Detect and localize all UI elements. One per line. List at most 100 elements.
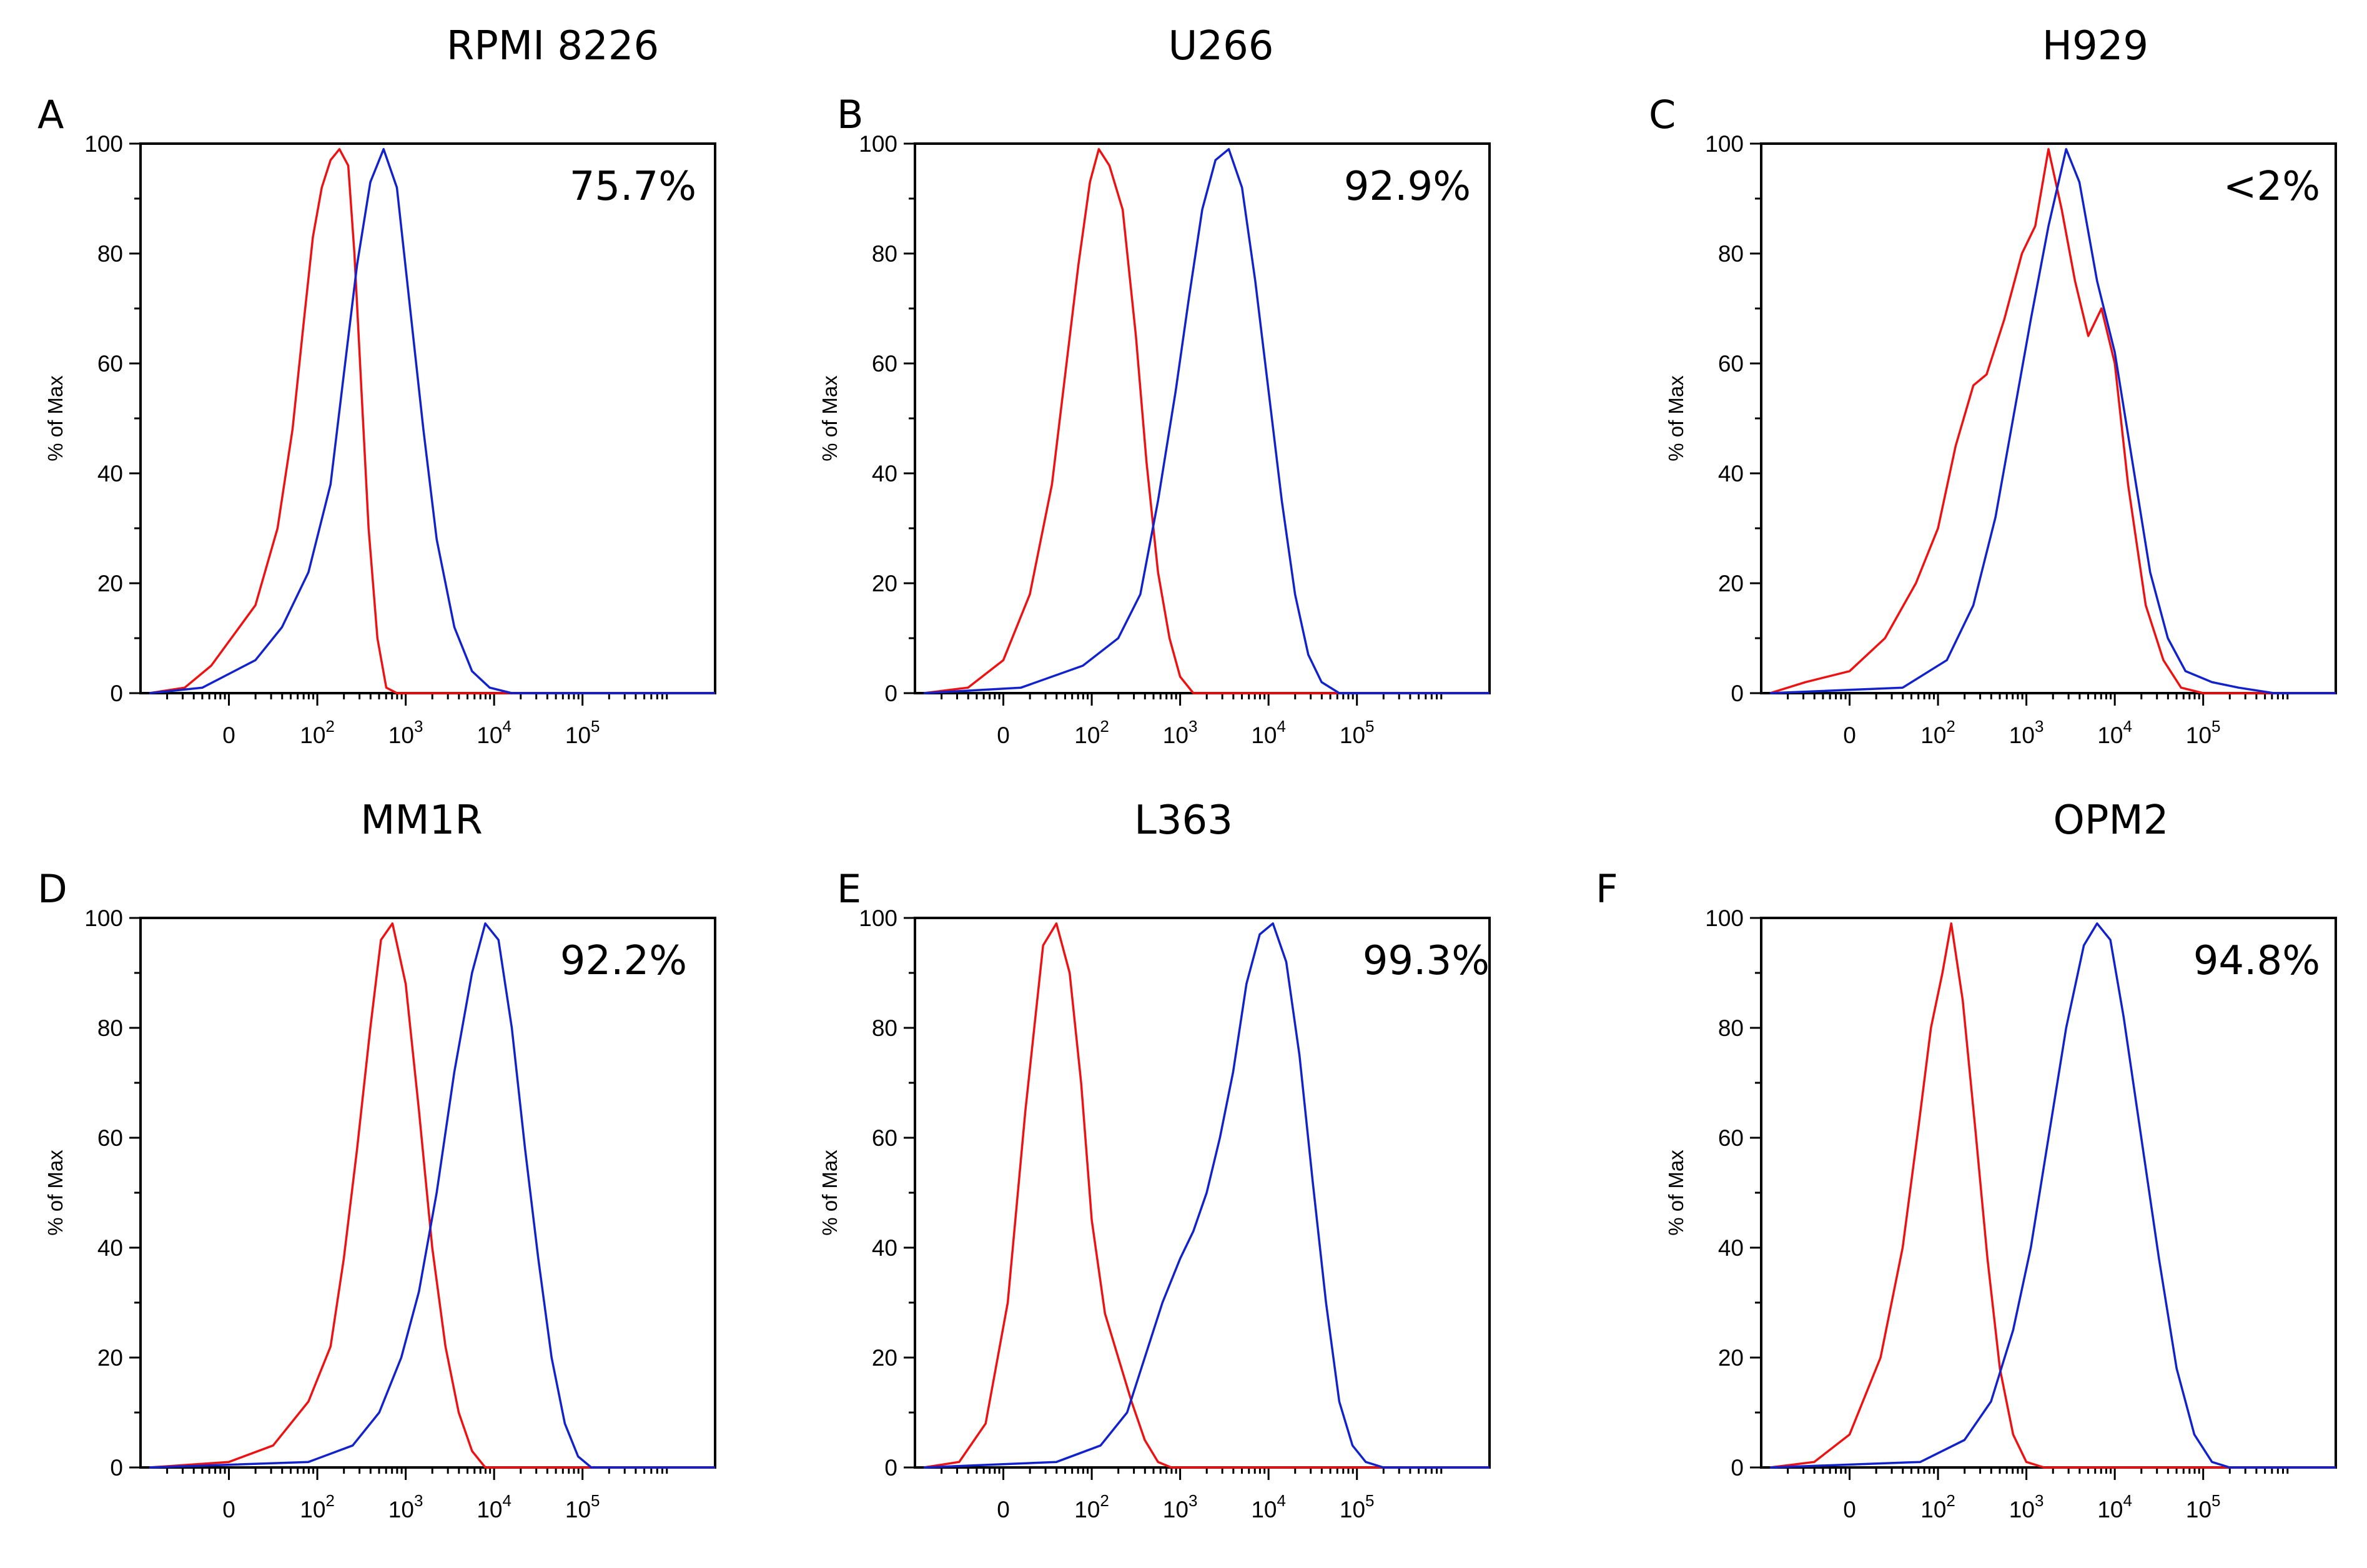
y-tick-label: 20 bbox=[872, 1345, 897, 1371]
y-tick-label: 40 bbox=[1718, 1235, 1744, 1261]
histogram-curve-red bbox=[923, 922, 1490, 1469]
histogram-plot: 0 20 40 60 80 100 % of Max 0 102 103 104 105 bbox=[818, 131, 1491, 748]
x-tick-label: 102 bbox=[300, 1491, 335, 1522]
percent-positive-label: 75.7% bbox=[570, 164, 696, 210]
x-tick-label: 103 bbox=[2009, 717, 2044, 748]
panel-d: MM1R D 0 20 40 60 80 100 % of Max 0 102 103 104 105… bbox=[37, 797, 716, 1522]
y-tick-label: 100 bbox=[1705, 905, 1744, 931]
panel-c: H929 C 0 20 40 60 80 100 % of Max 0 102 103 104 105… bbox=[1649, 23, 2337, 748]
histogram-curve-blue bbox=[924, 922, 1490, 1469]
plot-frame bbox=[914, 917, 1491, 1469]
x-tick-label: 105 bbox=[565, 1491, 600, 1522]
y-tick-label: 20 bbox=[97, 571, 123, 596]
x-tick-exponent: 3 bbox=[1188, 1491, 1197, 1510]
cell-line-title: U266 bbox=[1169, 23, 1274, 69]
x-tick-label: 105 bbox=[2186, 1491, 2221, 1522]
y-axis-label: % of Max bbox=[44, 375, 67, 461]
x-tick-label: 102 bbox=[300, 717, 335, 748]
y-tick-label: 60 bbox=[1718, 351, 1744, 377]
x-tick-label: 104 bbox=[477, 1491, 511, 1522]
plot-frame bbox=[139, 142, 716, 694]
histogram-curve-blue bbox=[1770, 148, 2336, 694]
histogram-curve-red bbox=[923, 148, 1490, 694]
y-tick-label: 20 bbox=[872, 571, 897, 596]
x-tick-exponent: 5 bbox=[2211, 1491, 2220, 1510]
x-tick-label: 104 bbox=[2097, 1491, 2132, 1522]
x-tick-label: 102 bbox=[1074, 1491, 1109, 1522]
x-tick-exponent: 4 bbox=[2123, 717, 2132, 736]
x-tick-exponent: 4 bbox=[1277, 1491, 1285, 1510]
y-tick-label: 60 bbox=[97, 351, 123, 377]
x-tick-label: 102 bbox=[1920, 1491, 1955, 1522]
x-tick-exponent: 3 bbox=[2035, 1491, 2043, 1510]
y-axis-label: % of Max bbox=[818, 1150, 841, 1236]
x-tick-exponent: 5 bbox=[591, 1491, 600, 1510]
y-tick-label: 80 bbox=[872, 1015, 897, 1041]
x-tick-label: 105 bbox=[565, 717, 600, 748]
x-tick-label: 0 bbox=[1843, 1497, 1856, 1522]
x-tick-label: 102 bbox=[1074, 717, 1109, 748]
x-tick-exponent: 3 bbox=[1188, 717, 1197, 736]
plot-frame bbox=[914, 142, 1491, 694]
x-tick-exponent: 2 bbox=[1946, 717, 1955, 736]
histogram-plot: 0 20 40 60 80 100 % of Max 0 102 103 104 105 bbox=[818, 905, 1491, 1522]
x-tick-exponent: 3 bbox=[414, 1491, 423, 1510]
percent-positive-label: <2% bbox=[2223, 164, 2320, 210]
x-tick-exponent: 2 bbox=[1100, 1491, 1109, 1510]
percent-positive-label: 92.2% bbox=[560, 938, 687, 984]
y-tick-label: 100 bbox=[859, 131, 897, 157]
x-tick-label: 105 bbox=[1340, 1491, 1375, 1522]
y-tick-label: 20 bbox=[97, 1345, 123, 1371]
x-tick-label: 0 bbox=[222, 1497, 235, 1522]
y-tick-label: 40 bbox=[97, 461, 123, 486]
histogram-curve-blue bbox=[1770, 922, 2336, 1469]
histogram-curve-red bbox=[149, 922, 715, 1469]
panel-letter: D bbox=[37, 866, 67, 912]
x-tick-exponent: 5 bbox=[591, 717, 600, 736]
histogram-curve-red bbox=[1769, 148, 2336, 694]
y-tick-label: 100 bbox=[1705, 131, 1744, 157]
panel-a: RPMI 8226 A 0 20 40 60 80 100 % of Max 0 102 103 1… bbox=[37, 23, 716, 748]
percent-positive-label: 99.3% bbox=[1363, 938, 1490, 984]
histogram-plot: 0 20 40 60 80 100 % of Max 0 102 103 104 105 bbox=[44, 905, 716, 1522]
x-tick-label: 104 bbox=[1251, 717, 1286, 748]
y-tick-label: 0 bbox=[110, 1455, 123, 1481]
y-tick-label: 20 bbox=[1718, 1345, 1744, 1371]
y-tick-label: 80 bbox=[1718, 241, 1744, 267]
y-tick-label: 40 bbox=[1718, 461, 1744, 486]
panel-letter: B bbox=[837, 92, 864, 137]
histogram-curve-blue bbox=[149, 922, 715, 1469]
x-tick-label: 104 bbox=[1251, 1491, 1286, 1522]
y-axis-label: % of Max bbox=[1664, 1150, 1688, 1236]
y-tick-label: 80 bbox=[97, 1015, 123, 1041]
panel-f: OPM2 F 0 20 40 60 80 100 % of Max 0 102 103 104 105… bbox=[1596, 797, 2337, 1522]
x-tick-label: 0 bbox=[222, 722, 235, 748]
panel-letter: E bbox=[837, 866, 861, 912]
plot-frame bbox=[1760, 917, 2337, 1469]
y-tick-label: 40 bbox=[872, 461, 897, 486]
x-tick-exponent: 2 bbox=[325, 717, 334, 736]
x-tick-exponent: 5 bbox=[1365, 1491, 1374, 1510]
y-tick-label: 60 bbox=[872, 351, 897, 377]
cell-line-title: RPMI 8226 bbox=[447, 23, 659, 69]
percent-positive-label: 92.9% bbox=[1344, 164, 1471, 210]
y-axis-label: % of Max bbox=[1664, 375, 1688, 461]
x-tick-exponent: 3 bbox=[414, 717, 423, 736]
x-tick-exponent: 5 bbox=[2211, 717, 2220, 736]
x-tick-label: 103 bbox=[2009, 1491, 2044, 1522]
x-tick-label: 0 bbox=[997, 722, 1010, 748]
panel-letter: F bbox=[1596, 866, 1618, 912]
y-tick-label: 0 bbox=[1731, 1455, 1744, 1481]
x-tick-exponent: 3 bbox=[2035, 717, 2043, 736]
panel-b: U266 B 0 20 40 60 80 100 % of Max 0 102 103 104 105… bbox=[818, 23, 1491, 748]
x-tick-label: 103 bbox=[388, 1491, 423, 1522]
histogram-plot: 0 20 40 60 80 100 % of Max 0 102 103 104 105 bbox=[44, 131, 716, 748]
histogram-plot: 0 20 40 60 80 100 % of Max 0 102 103 104 105 bbox=[1664, 131, 2337, 748]
y-tick-label: 60 bbox=[97, 1125, 123, 1151]
x-tick-exponent: 2 bbox=[1100, 717, 1109, 736]
y-tick-label: 80 bbox=[97, 241, 123, 267]
panel-e: L363 E 0 20 40 60 80 100 % of Max 0 102 103 104 105… bbox=[818, 797, 1491, 1522]
x-tick-label: 105 bbox=[2186, 717, 2221, 748]
y-tick-label: 60 bbox=[872, 1125, 897, 1151]
